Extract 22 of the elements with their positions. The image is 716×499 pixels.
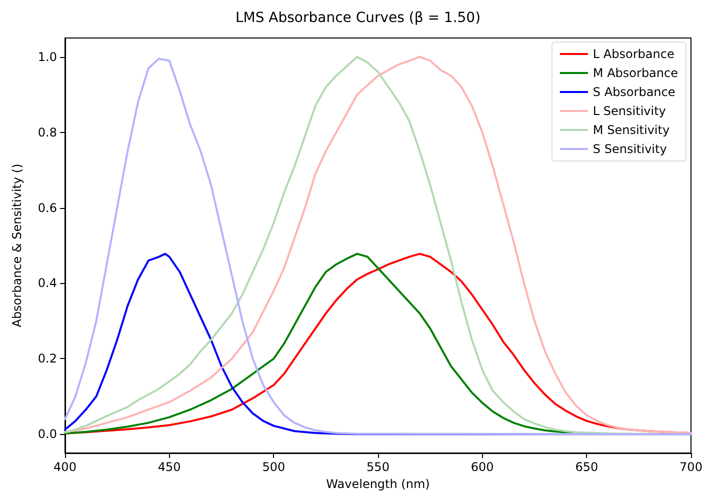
x-tick-label: 700 (680, 460, 702, 474)
y-tick-label: 0.6 (38, 200, 57, 215)
legend-label: M Sensitivity (592, 123, 670, 137)
x-tick-label: 450 (158, 460, 181, 474)
y-tick-label: 0.2 (38, 352, 57, 366)
legend-label: M Absorbance (592, 66, 678, 80)
x-axis-title: Wavelength (nm) (326, 477, 430, 491)
legend-label: L Absorbance (592, 47, 674, 61)
y-tick-label: 0.8 (38, 125, 57, 140)
x-tick-label: 500 (262, 460, 286, 474)
chart-title: LMS Absorbance Curves (β = 1.50) (235, 10, 481, 26)
legend-label: S Absorbance (592, 85, 676, 99)
x-tick-label: 600 (470, 460, 494, 474)
y-axis-title: Absorbance & Sensitivity () (10, 164, 24, 328)
legend-label: L Sensitivity (592, 104, 666, 118)
x-tick-label: 650 (575, 460, 598, 474)
y-tick-label: 0.4 (38, 276, 57, 290)
y-tick-label: 1.0 (38, 50, 57, 64)
x-tick-label: 550 (366, 460, 390, 474)
y-tick-label: 0.0 (38, 427, 57, 442)
x-tick-label: 400 (54, 460, 76, 474)
legend-label: S Sensitivity (592, 142, 667, 156)
